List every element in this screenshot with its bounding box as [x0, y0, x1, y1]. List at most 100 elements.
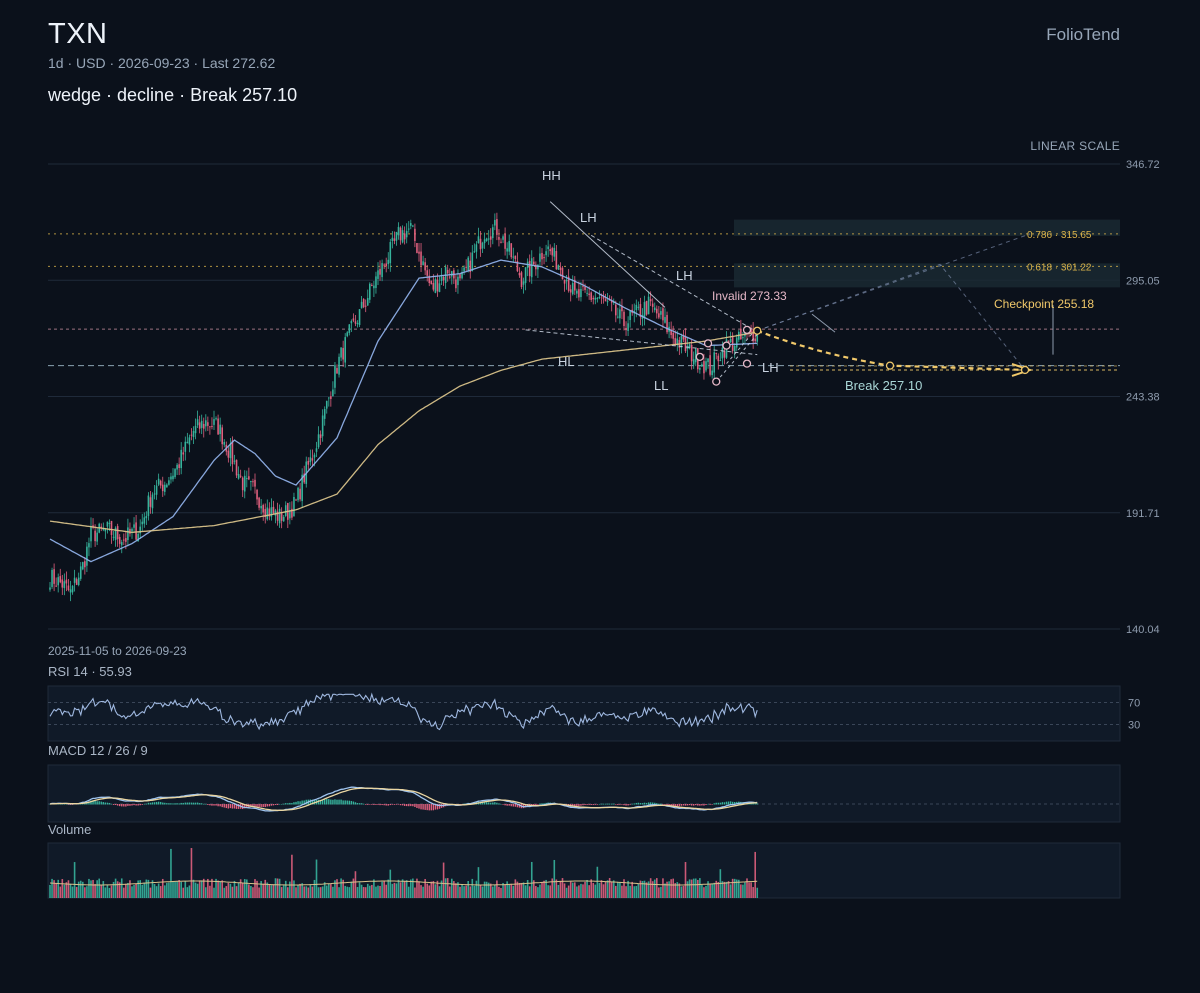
candle-body [662, 308, 664, 321]
volume-bar [643, 880, 646, 898]
macd-hist-bar [678, 804, 681, 807]
candle-body [475, 244, 478, 252]
macd-hist-bar [123, 804, 125, 807]
macd-hist-bar [658, 803, 660, 805]
macd-hist-bar [348, 800, 350, 805]
candle-body [61, 579, 64, 588]
candle [307, 457, 310, 470]
candle [508, 234, 510, 256]
volume-bar [694, 878, 697, 898]
candle-body [397, 226, 400, 236]
candle-body [590, 292, 592, 300]
candle-body [731, 336, 734, 351]
macd-hist-bar [688, 804, 691, 806]
volume-bar [393, 882, 396, 898]
volume-bar [735, 879, 738, 898]
macd-hist-bar [713, 803, 715, 805]
candle [198, 415, 201, 434]
macd-hist-bar [166, 803, 168, 805]
candle-body [588, 293, 590, 296]
candle [598, 290, 601, 300]
checkpoint-label: Checkpoint 255.18 [994, 297, 1094, 311]
candle [178, 457, 180, 476]
volume-bar [61, 879, 64, 898]
macd-hist-bar [481, 801, 484, 805]
volume-bar [311, 886, 314, 898]
candle-body [118, 537, 121, 544]
chart-subtitle: 1d · USD · 2026-09-23 · Last 272.62 [48, 55, 276, 71]
candle-body [547, 246, 549, 250]
macd-hist-bar [164, 802, 166, 805]
volume-bar [688, 879, 691, 898]
volume-bar [284, 880, 287, 898]
candle [233, 454, 236, 465]
candle-body [133, 524, 135, 528]
candle-body [223, 441, 226, 445]
macd-hist-bar [580, 804, 582, 806]
candle-body [270, 507, 273, 517]
candle [401, 225, 404, 244]
volume-bar [487, 882, 490, 898]
volume-bar [364, 887, 367, 898]
macd-hist-bar [246, 804, 248, 808]
candle [84, 556, 86, 575]
macd-hist-bar [198, 803, 201, 805]
candle-body [399, 227, 402, 241]
macd-hist-bar [278, 803, 281, 805]
volume-bar [420, 885, 422, 898]
macd-hist-bar [572, 804, 574, 807]
macd-hist-bar [125, 804, 127, 807]
candle [410, 219, 412, 230]
candle [569, 284, 572, 302]
volume-bar [176, 881, 178, 898]
macd-hist-bar [326, 799, 328, 805]
volume-bar [235, 886, 238, 898]
volume-bar [557, 884, 560, 898]
candle [338, 353, 340, 378]
macd-hist-bar [194, 802, 197, 805]
candle [606, 293, 609, 306]
candle-body [110, 520, 113, 535]
candle [155, 480, 158, 500]
volume-bar [510, 883, 513, 898]
volume-bar [496, 880, 498, 898]
volume-bar [129, 880, 131, 898]
macd-hist-bar [127, 804, 129, 806]
macd-signal-line [49, 787, 758, 811]
volume-bar [475, 880, 478, 898]
candle-body [395, 231, 398, 241]
volume-bar [518, 882, 521, 898]
macd-hist-bar [88, 801, 90, 805]
candle-body [229, 443, 232, 459]
macd-hist-bar [674, 804, 676, 807]
macd-panel [47, 764, 1121, 823]
macd-hist-bar [438, 804, 441, 809]
volume-bar [738, 879, 740, 898]
candle [311, 449, 314, 468]
macd-hist-bar [608, 803, 611, 805]
scale-toggle[interactable]: LINEAR SCALE [1030, 139, 1120, 153]
volume-bar [170, 848, 172, 898]
volume-bar [658, 887, 660, 898]
volume-bar [436, 880, 439, 898]
macd-hist-bar [393, 804, 396, 805]
candle [272, 500, 275, 515]
candle [344, 333, 346, 368]
volume-bar [161, 878, 164, 898]
candle [270, 498, 273, 521]
macd-hist-bar [395, 804, 398, 805]
candle [391, 231, 394, 249]
volume-bar [567, 885, 570, 898]
volume-bar [217, 880, 219, 898]
volume-bar [88, 878, 90, 898]
volume-bar [582, 884, 584, 898]
volume-bar [414, 887, 416, 898]
macd-hist-bar [213, 804, 215, 806]
macd-hist-bar [403, 804, 406, 806]
volume-bar [590, 879, 592, 898]
macd-hist-bar [600, 803, 603, 805]
candle [297, 486, 299, 503]
volume-bar [637, 883, 640, 898]
volume-bar [51, 878, 53, 898]
